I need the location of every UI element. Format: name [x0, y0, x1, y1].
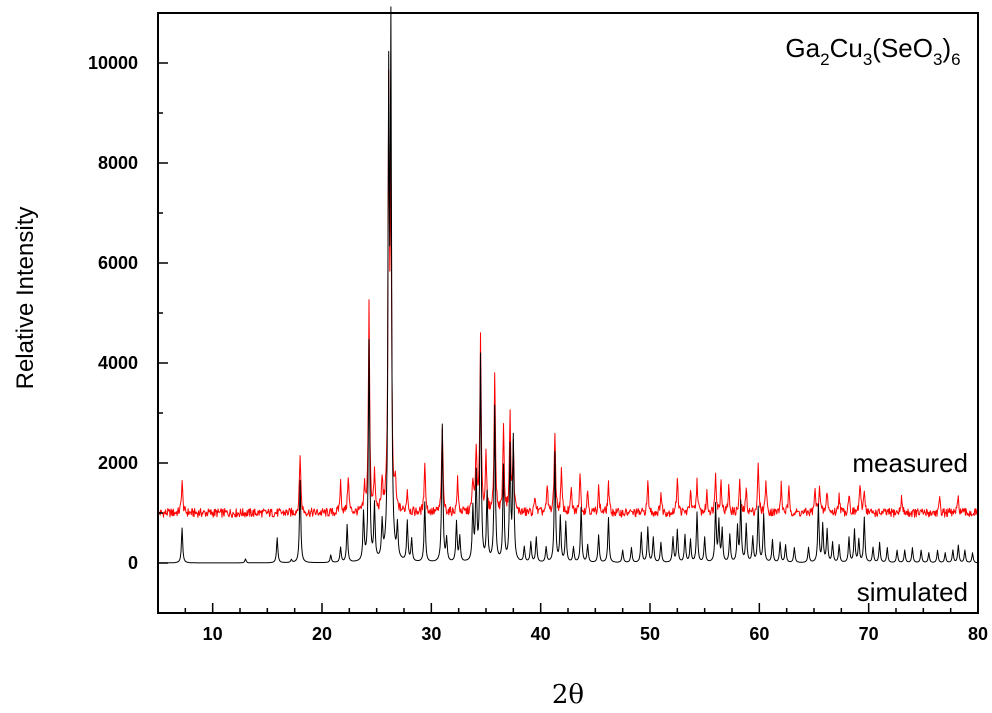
formula-text: Cu — [830, 33, 863, 63]
formula-subscript: 3 — [863, 50, 872, 69]
series-label-measured: measured — [852, 448, 968, 478]
x-tick-label: 40 — [531, 624, 551, 644]
formula-subscript: 2 — [820, 50, 829, 69]
series-layer — [157, 6, 979, 564]
x-axis-title: 2θ — [552, 680, 584, 710]
y-tick-label: 8000 — [98, 153, 138, 173]
plot-area: 10 20 30 40 50 60 70 80 0 2000 4000 6000 8000 10000 — [88, 6, 988, 644]
y-axis-title: Relative Intensity — [12, 207, 39, 390]
x-tick-label: 10 — [203, 624, 223, 644]
series-line-simulated — [158, 6, 979, 564]
x-tick-label: 80 — [968, 624, 988, 644]
series-line-measured — [157, 69, 979, 518]
y-axis-ticks: 0 2000 4000 6000 8000 10000 — [88, 12, 168, 614]
formula-subscript: 3 — [933, 50, 942, 69]
x-tick-label: 70 — [859, 624, 879, 644]
y-tick-label: 4000 — [98, 353, 138, 373]
y-tick-label: 0 — [128, 553, 138, 573]
formula-text: (SeO — [872, 33, 933, 63]
formula-text: ) — [942, 33, 951, 63]
compound-formula-annotation: Ga2Cu3(SeO3)6 — [785, 33, 960, 69]
x-axis-ticks: 10 20 30 40 50 60 70 80 — [157, 603, 988, 644]
x-tick-label: 50 — [640, 624, 660, 644]
plot-frame — [157, 12, 979, 614]
x-tick-label: 30 — [421, 624, 441, 644]
y-tick-label: 10000 — [88, 53, 138, 73]
series-label-simulated: simulated — [857, 577, 968, 607]
x-tick-label: 20 — [312, 624, 332, 644]
y-tick-label: 6000 — [98, 253, 138, 273]
formula-text: Ga — [785, 33, 820, 63]
x-tick-label: 60 — [749, 624, 769, 644]
formula-subscript: 6 — [951, 50, 960, 69]
y-tick-label: 2000 — [98, 453, 138, 473]
